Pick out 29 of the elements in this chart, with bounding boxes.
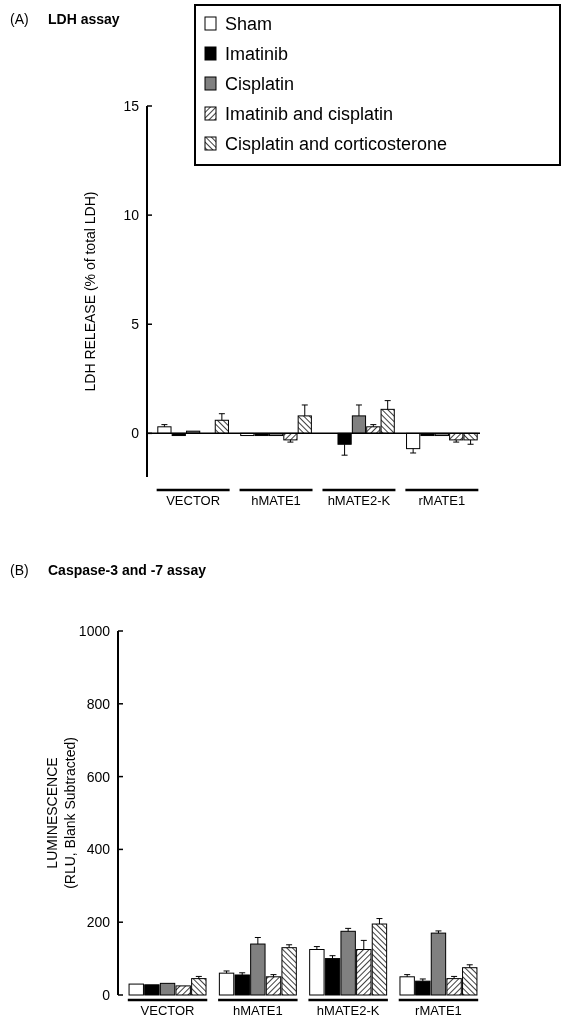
y-tick-label: 10 — [123, 207, 140, 224]
x-tick-label: VECTOR — [166, 493, 221, 508]
legend-label: Imatinib — [225, 44, 289, 65]
y-axis-title: LUMINESCENCE (RLU, Blank Subtracted) — [44, 737, 78, 889]
legend-label: Sham — [225, 14, 273, 35]
text: (B) — [10, 562, 29, 578]
legend-label: Cisplatin — [225, 74, 295, 95]
y-tick-label: 400 — [86, 841, 111, 858]
x-tick-label: rMATE1 — [418, 493, 466, 508]
y-tick-label: 1000 — [78, 622, 111, 639]
x-tick-label: hMATE1 — [233, 1003, 283, 1018]
legend-label: Cisplatin and corticosterone — [225, 134, 448, 155]
y-tick-label: 800 — [86, 695, 111, 712]
x-tick-label: VECTOR — [140, 1003, 195, 1018]
x-tick-label: hMATE2-K — [316, 1003, 380, 1018]
chart-title: Caspase-3 and -7 assay — [48, 562, 207, 578]
chart-title: LDH assay — [48, 11, 120, 27]
x-tick-label: hMATE1 — [251, 493, 301, 508]
text: (A) — [10, 11, 29, 27]
legend-label: Imatinib and cisplatin — [225, 104, 394, 125]
y-tick-label: 200 — [86, 914, 111, 931]
y-tick-label: 15 — [123, 97, 140, 114]
y-tick-label: 5 — [131, 316, 140, 333]
y-tick-label: 600 — [86, 768, 111, 785]
x-tick-label: hMATE2-K — [327, 493, 391, 508]
x-tick-label: rMATE1 — [415, 1003, 462, 1018]
y-axis-title: LDH RELEASE (% of total LDH) — [82, 191, 98, 392]
y-tick-label: 0 — [102, 986, 111, 1003]
y-tick-label: 0 — [131, 425, 140, 442]
